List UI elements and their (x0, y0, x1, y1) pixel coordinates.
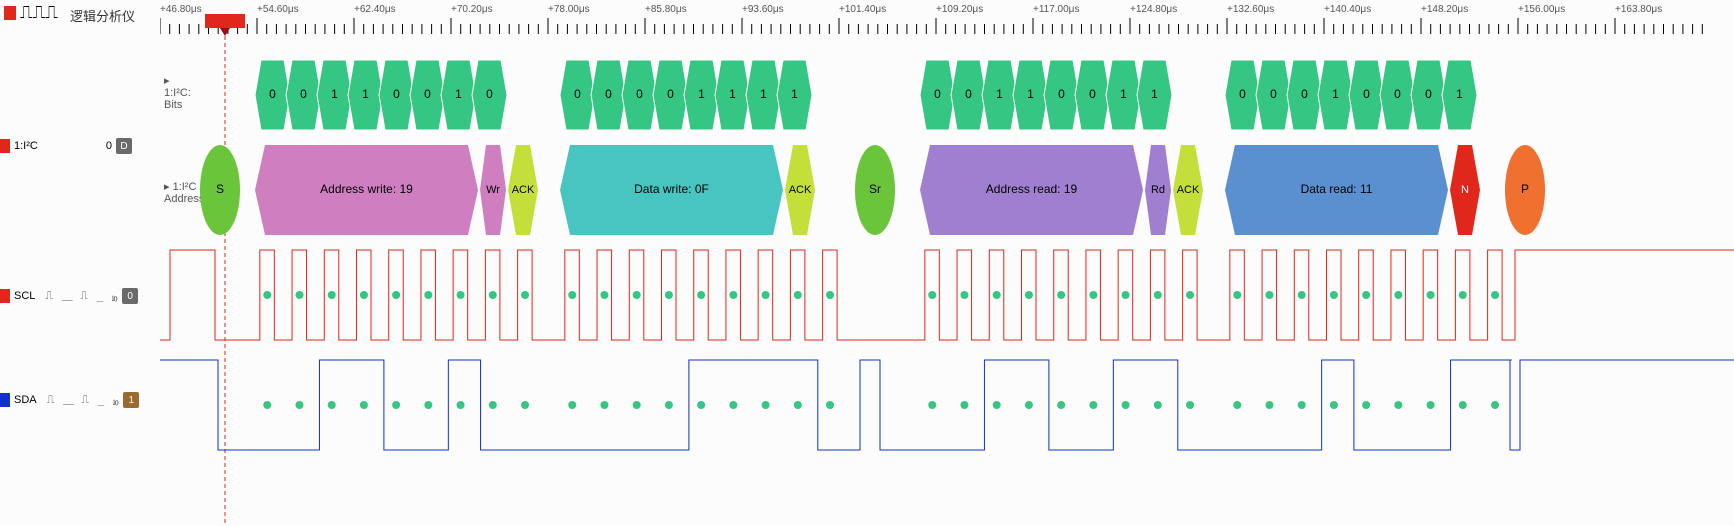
chip-scl (0, 289, 10, 303)
svg-text:1: 1 (1120, 87, 1127, 101)
svg-text:+78.00μs: +78.00μs (548, 4, 590, 15)
waveform-canvas[interactable]: +46.80μs +54.60μs +62.40μs +70.20μs +78.00μs… (160, 0, 1734, 526)
row-label-scl: SCL (14, 290, 35, 302)
svg-text:ACK: ACK (1177, 184, 1200, 196)
svg-text:0: 0 (1394, 87, 1401, 101)
svg-text:+117.00μs: +117.00μs (1033, 4, 1079, 15)
svg-text:+85.80μs: +85.80μs (645, 4, 687, 15)
svg-text:1: 1 (1332, 87, 1339, 101)
svg-text:Data read: 11: Data read: 11 (1301, 182, 1373, 196)
svg-text:+140.40μs: +140.40μs (1324, 4, 1371, 15)
row-badge-scl: 0 (122, 288, 138, 304)
svg-text:S: S (216, 182, 224, 196)
row-label-i2c: 1:I²C (14, 140, 38, 152)
svg-text:+46.80μs: +46.80μs (160, 4, 202, 15)
svg-text:1: 1 (362, 87, 369, 101)
svg-text:0: 0 (636, 87, 643, 101)
svg-text:1: 1 (698, 87, 705, 101)
svg-text:+132.60μs: +132.60μs (1227, 4, 1274, 15)
svg-text:+93.60μs: +93.60μs (742, 4, 784, 15)
svg-text:Wr: Wr (486, 184, 500, 196)
svg-text:Address read: 19: Address read: 19 (986, 182, 1078, 196)
app-logo (4, 6, 16, 20)
svg-text:+54.60μs: +54.60μs (257, 4, 299, 15)
svg-text:0: 0 (269, 87, 276, 101)
svg-text:1: 1 (729, 87, 736, 101)
svg-text:1: 1 (996, 87, 1003, 101)
app-title: 逻辑分析仪 (70, 6, 135, 25)
svg-text:+148.20μs: +148.20μs (1421, 4, 1468, 15)
svg-text:+109.20μs: +109.20μs (936, 4, 983, 15)
svg-text:1: 1 (760, 87, 767, 101)
chip-i2c (0, 139, 10, 153)
chip-sda (0, 393, 10, 407)
svg-text:0: 0 (605, 87, 612, 101)
svg-text:0: 0 (667, 87, 674, 101)
svg-text:0: 0 (424, 87, 431, 101)
svg-text:+163.80μs: +163.80μs (1615, 4, 1662, 15)
edge-icons-scl: ⎍ ⎽ ⎍ _ ⏨ (45, 289, 118, 303)
svg-text:1: 1 (791, 87, 798, 101)
svg-text:Sr: Sr (869, 182, 881, 196)
svg-text:0: 0 (393, 87, 400, 101)
svg-text:0: 0 (1363, 87, 1370, 101)
svg-text:N: N (1461, 184, 1469, 196)
svg-text:0: 0 (1089, 87, 1096, 101)
svg-text:1: 1 (1027, 87, 1034, 101)
row-label-sda: SDA (14, 394, 37, 406)
svg-text:+62.40μs: +62.40μs (354, 4, 396, 15)
svg-text:0: 0 (574, 87, 581, 101)
svg-text:1: 1 (1456, 87, 1463, 101)
row-badge-i2c: D (116, 138, 132, 154)
svg-text:1: 1 (1151, 87, 1158, 101)
app-logo-wave: ⎍⎍⎍ (20, 2, 58, 23)
svg-text:Address write: 19: Address write: 19 (320, 182, 413, 196)
svg-text:0: 0 (1058, 87, 1065, 101)
svg-text:+156.00μs: +156.00μs (1518, 4, 1565, 15)
svg-text:+70.20μs: +70.20μs (451, 4, 493, 15)
svg-text:0: 0 (1425, 87, 1432, 101)
svg-text:+124.80μs: +124.80μs (1130, 4, 1177, 15)
svg-text:0: 0 (934, 87, 941, 101)
svg-text:P: P (1521, 182, 1529, 196)
edge-icons-sda: ⎍ ⎽ ⎍ _ ⏨ (47, 393, 120, 407)
svg-text:Rd: Rd (1151, 184, 1165, 196)
svg-text:ACK: ACK (512, 184, 535, 196)
svg-text:0: 0 (965, 87, 972, 101)
svg-text:1: 1 (455, 87, 462, 101)
svg-text:0: 0 (1239, 87, 1246, 101)
svg-text:0: 0 (300, 87, 307, 101)
row-badge-sda: 1 (123, 392, 139, 408)
svg-text:Data write: 0F: Data write: 0F (634, 182, 709, 196)
svg-text:ACK: ACK (789, 184, 812, 196)
svg-text:+101.40μs: +101.40μs (839, 4, 886, 15)
svg-text:0: 0 (486, 87, 493, 101)
svg-text:0: 0 (1301, 87, 1308, 101)
row-value-i2c: 0 (106, 140, 112, 152)
svg-text:0: 0 (1270, 87, 1277, 101)
svg-text:1: 1 (331, 87, 338, 101)
